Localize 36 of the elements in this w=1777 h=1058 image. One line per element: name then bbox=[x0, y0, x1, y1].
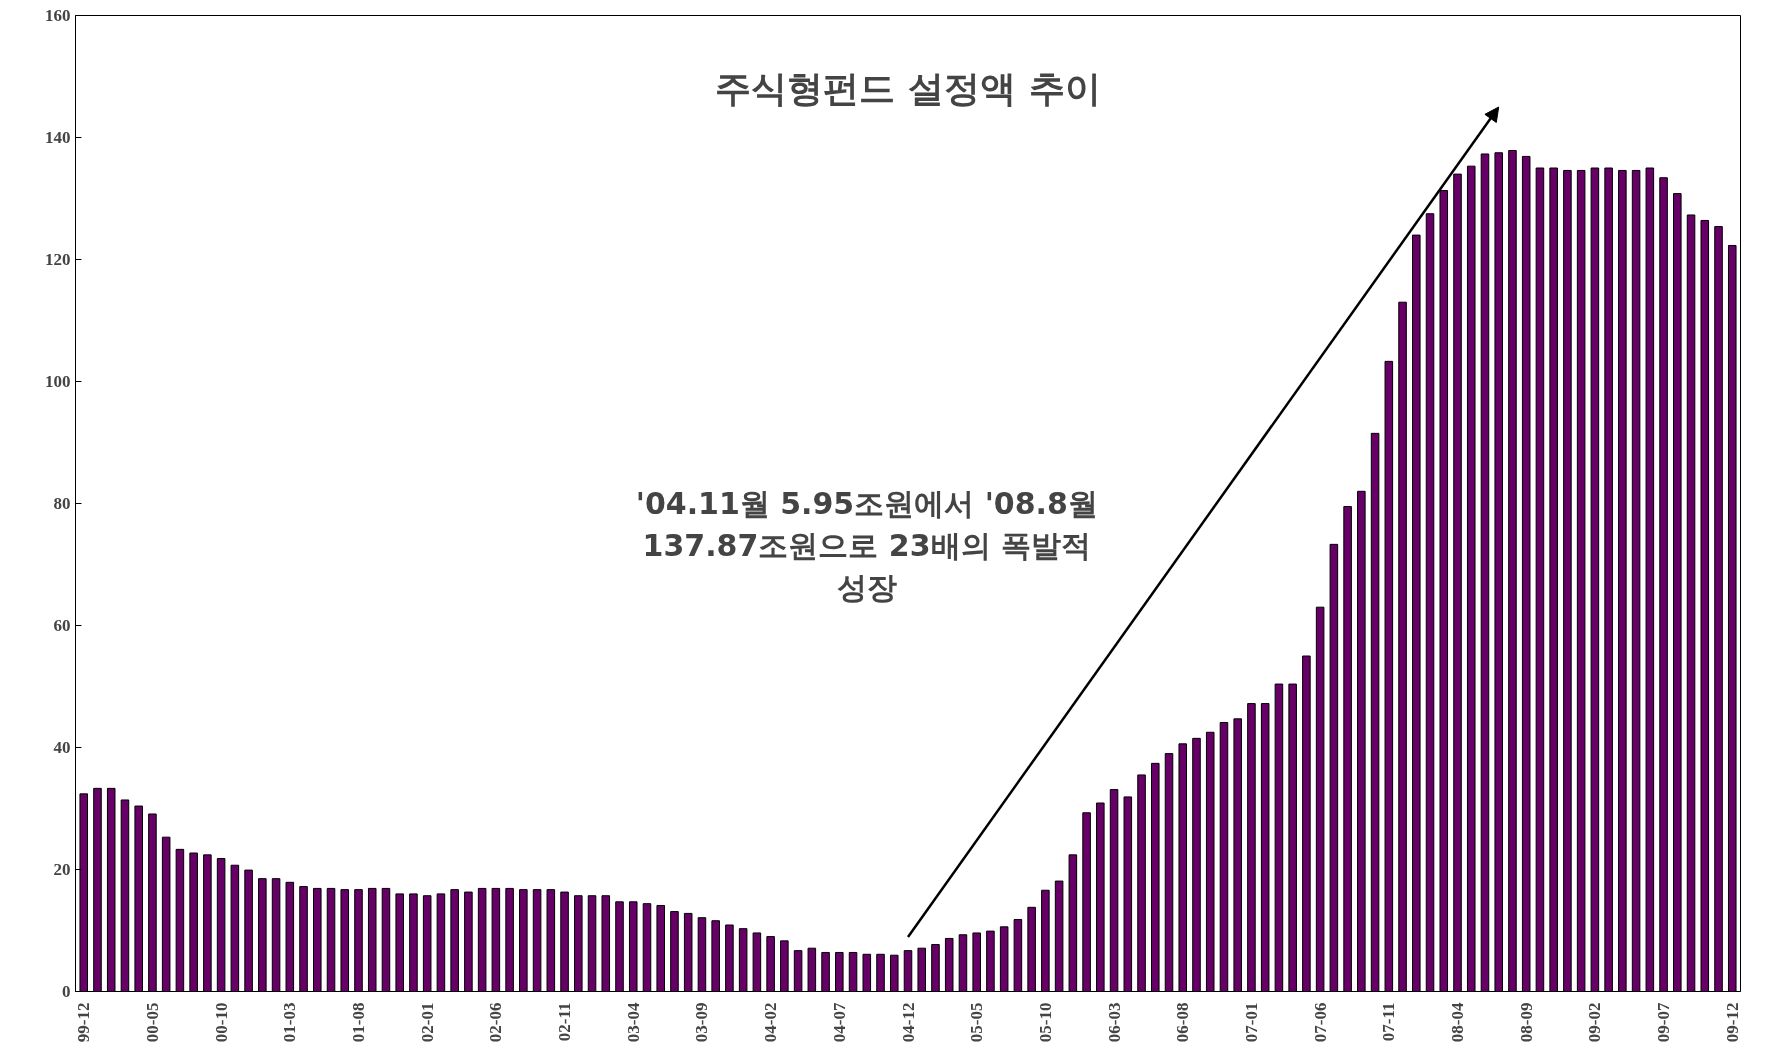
x-tick-label: 02-01 bbox=[417, 1002, 437, 1043]
x-tick-label: 04-12 bbox=[898, 1002, 918, 1043]
x-tick-label: 08-04 bbox=[1448, 1002, 1468, 1043]
x-tick-label: 01-03 bbox=[280, 1002, 300, 1043]
x-tick-label: 99-12 bbox=[74, 1002, 94, 1043]
x-tick-label: 08-09 bbox=[1516, 1002, 1536, 1043]
x-tick-label: 00-05 bbox=[142, 1002, 162, 1043]
x-tick-label: 09-02 bbox=[1585, 1002, 1605, 1043]
y-tick-label: 60 bbox=[53, 616, 71, 635]
annotation: '04.11월 5.95조원에서 '08.8월 137.87조원으로 23배의 폭발적 성장 bbox=[635, 485, 1098, 605]
x-tick-label: 07-06 bbox=[1310, 1002, 1330, 1043]
y-tick-label: 0 bbox=[62, 982, 71, 1001]
y-tick-label: 80 bbox=[53, 494, 71, 513]
x-tick-label: 07-01 bbox=[1241, 1002, 1261, 1043]
y-tick-label: 140 bbox=[45, 128, 71, 147]
x-tick-label: 03-04 bbox=[623, 1002, 643, 1043]
y-tick-label: 120 bbox=[45, 250, 71, 269]
x-tick-label: 06-03 bbox=[1104, 1002, 1124, 1043]
y-tick-label: 160 bbox=[45, 6, 71, 25]
x-tick-label: 00-10 bbox=[211, 1002, 231, 1043]
x-tick-label: 04-02 bbox=[761, 1002, 781, 1043]
x-tick-label: 09-07 bbox=[1654, 1002, 1674, 1043]
x-tick-label: 09-12 bbox=[1722, 1002, 1742, 1043]
x-tick-label: 04-07 bbox=[829, 1002, 849, 1043]
x-tick-label: 01-08 bbox=[349, 1002, 368, 1043]
x-tick-label: 06-08 bbox=[1173, 1002, 1193, 1043]
text: 주식형펀드 설정액 추이 bbox=[715, 68, 1101, 110]
x-tick-label: 05-05 bbox=[967, 1002, 987, 1043]
y-tick-label: 20 bbox=[53, 860, 71, 879]
x-tick-label: 03-09 bbox=[692, 1002, 712, 1043]
x-tick-label: 02-11 bbox=[555, 1002, 575, 1042]
y-tick-label: 40 bbox=[53, 738, 71, 757]
x-tick-label: 05-10 bbox=[1035, 1002, 1055, 1043]
y-tick-label: 100 bbox=[45, 372, 71, 391]
x-tick-label: 02-06 bbox=[486, 1002, 506, 1043]
x-tick-label: 07-11 bbox=[1379, 1002, 1399, 1042]
